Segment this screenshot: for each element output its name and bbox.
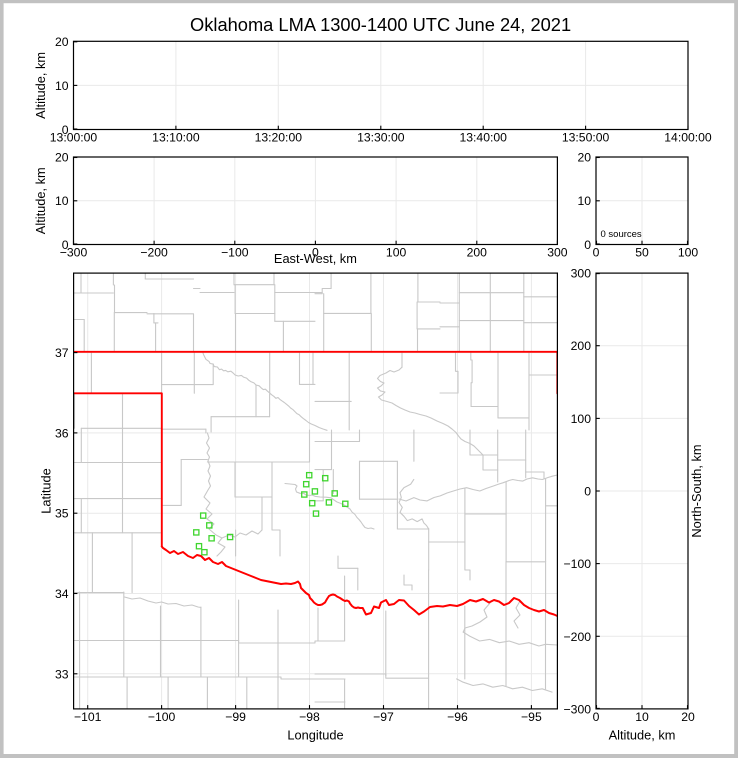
svg-text:−200: −200 [564,630,592,644]
svg-text:13:40:00: 13:40:00 [459,131,507,145]
svg-text:East-West, km: East-West, km [274,251,357,266]
svg-text:0: 0 [312,246,319,260]
svg-text:13:10:00: 13:10:00 [152,131,200,145]
svg-text:36: 36 [55,426,69,440]
svg-text:50: 50 [635,246,649,260]
svg-text:Longitude: Longitude [287,728,343,743]
svg-text:−97: −97 [373,710,394,724]
svg-text:−101: −101 [74,710,102,724]
svg-text:−98: −98 [299,710,320,724]
svg-text:0: 0 [593,246,600,260]
svg-text:0: 0 [593,710,600,724]
svg-text:−100: −100 [148,710,176,724]
svg-text:0: 0 [62,123,69,137]
svg-text:0 sources: 0 sources [601,229,642,240]
svg-text:Latitude: Latitude [39,468,54,514]
svg-text:14:00:00: 14:00:00 [664,131,712,145]
svg-text:10: 10 [577,194,591,208]
svg-text:10: 10 [55,79,69,93]
svg-text:0: 0 [584,485,591,499]
svg-text:−96: −96 [447,710,468,724]
svg-text:−95: −95 [521,710,542,724]
svg-text:35: 35 [55,507,69,521]
svg-text:0: 0 [62,238,69,252]
svg-text:300: 300 [547,246,568,260]
svg-text:Altitude, km: Altitude, km [33,167,48,234]
svg-text:13:50:00: 13:50:00 [562,131,610,145]
svg-text:37: 37 [55,346,69,360]
svg-text:−100: −100 [221,246,249,260]
svg-text:33: 33 [55,667,69,681]
svg-text:10: 10 [55,194,69,208]
svg-text:13:30:00: 13:30:00 [357,131,405,145]
svg-text:−200: −200 [140,246,168,260]
svg-text:Altitude, km: Altitude, km [609,728,676,743]
svg-text:200: 200 [571,339,592,353]
svg-text:200: 200 [467,246,488,260]
svg-text:100: 100 [571,412,592,426]
svg-text:13:20:00: 13:20:00 [255,131,303,145]
svg-text:300: 300 [571,267,592,281]
svg-text:Altitude, km: Altitude, km [33,52,48,119]
svg-text:20: 20 [577,151,591,165]
svg-text:−99: −99 [225,710,246,724]
svg-text:−300: −300 [564,702,592,716]
svg-text:−300: −300 [60,246,88,260]
svg-text:10: 10 [635,710,649,724]
svg-text:20: 20 [55,151,69,165]
svg-text:Oklahoma LMA 1300-1400 UTC Jun: Oklahoma LMA 1300-1400 UTC June 24, 2021 [190,14,571,35]
svg-text:20: 20 [55,35,69,49]
svg-text:13:00:00: 13:00:00 [50,131,98,145]
svg-text:100: 100 [386,246,407,260]
svg-text:0: 0 [584,238,591,252]
svg-text:North-South, km: North-South, km [689,444,704,537]
svg-text:100: 100 [678,246,699,260]
svg-text:34: 34 [55,587,69,601]
svg-text:20: 20 [681,710,695,724]
svg-text:−100: −100 [564,557,592,571]
